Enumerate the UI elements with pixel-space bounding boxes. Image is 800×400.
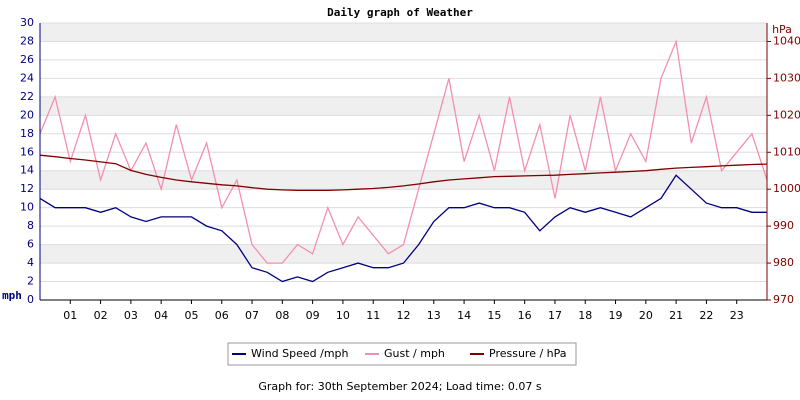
footer: Graph for: 30th September 2024; Load tim… (258, 380, 542, 393)
x-tick-label: 10 (336, 309, 350, 322)
y2-tick-label: 980 (773, 256, 794, 269)
x-tick-label: 16 (518, 309, 532, 322)
x-tick-label: 07 (245, 309, 259, 322)
x-tick-label: 13 (427, 309, 441, 322)
x-tick-label: 09 (306, 309, 320, 322)
y-axis-label: mph (2, 289, 22, 302)
x-tick-label: 23 (730, 309, 744, 322)
y2-tick-label: 1040 (773, 34, 800, 47)
x-tick-label: 05 (184, 309, 198, 322)
legend-label: Gust / mph (384, 347, 445, 360)
y2-tick-label: 990 (773, 219, 794, 232)
plot-area (39, 22, 768, 301)
y-tick-label: 26 (20, 53, 34, 66)
legend-box (227, 342, 577, 366)
series-line (39, 174, 767, 283)
grid-band (40, 281, 767, 300)
grid-band (40, 23, 767, 42)
y-tick-label: 20 (20, 108, 34, 121)
legend-label: Pressure / hPa (489, 347, 567, 360)
y-tick-label: 4 (27, 256, 34, 269)
series-line (39, 154, 768, 191)
grid-band (40, 207, 767, 227)
x-tick-label: 06 (215, 309, 229, 322)
x-tick-label: 02 (94, 309, 108, 322)
grid-band (40, 244, 767, 264)
y-tick-label: 22 (20, 90, 34, 103)
y-tick-label: 2 (27, 275, 34, 288)
x-tick-label: 22 (699, 309, 713, 322)
y-tick-label: 30 (20, 16, 34, 29)
chart-title: Daily graph of Weather (327, 6, 473, 19)
y2-tick-label: 970 (773, 293, 794, 306)
y-tick-label: 18 (20, 127, 34, 140)
x-tick-label: 11 (366, 309, 380, 322)
legend-label: Wind Speed /mph (251, 347, 349, 360)
x-tick-label: 01 (63, 309, 77, 322)
grid-band (40, 96, 767, 116)
y2-axis-label: hPa (772, 23, 792, 36)
x-tick-label: 03 (124, 309, 138, 322)
y-tick-label: 0 (27, 293, 34, 306)
x-tick-label: 19 (609, 309, 623, 322)
y-tick-label: 8 (27, 219, 34, 232)
x-tick-label: 14 (457, 309, 471, 322)
x-tick-label: 04 (154, 309, 168, 322)
x-tick-label: 12 (397, 309, 411, 322)
x-tick-label: 21 (669, 309, 683, 322)
grid-band (40, 133, 767, 153)
x-tick-label: 15 (487, 309, 501, 322)
y-tick-label: 16 (20, 145, 34, 158)
x-tick-label: 17 (548, 309, 562, 322)
y2-tick-label: 1000 (773, 182, 800, 195)
y-tick-label: 6 (27, 238, 34, 251)
y-tick-label: 24 (20, 71, 34, 84)
y-tick-label: 10 (20, 201, 34, 214)
x-tick-label: 18 (578, 309, 592, 322)
x-tick-label: 20 (639, 309, 653, 322)
y2-tick-label: 1020 (773, 108, 800, 121)
y-tick-label: 12 (20, 182, 34, 195)
grid-band (40, 59, 767, 79)
y2-tick-label: 1010 (773, 145, 800, 158)
series-line (39, 39, 768, 264)
y2-tick-label: 1030 (773, 71, 800, 84)
y-tick-label: 28 (20, 34, 34, 47)
y-tick-label: 14 (20, 164, 34, 177)
x-tick-label: 08 (275, 309, 289, 322)
